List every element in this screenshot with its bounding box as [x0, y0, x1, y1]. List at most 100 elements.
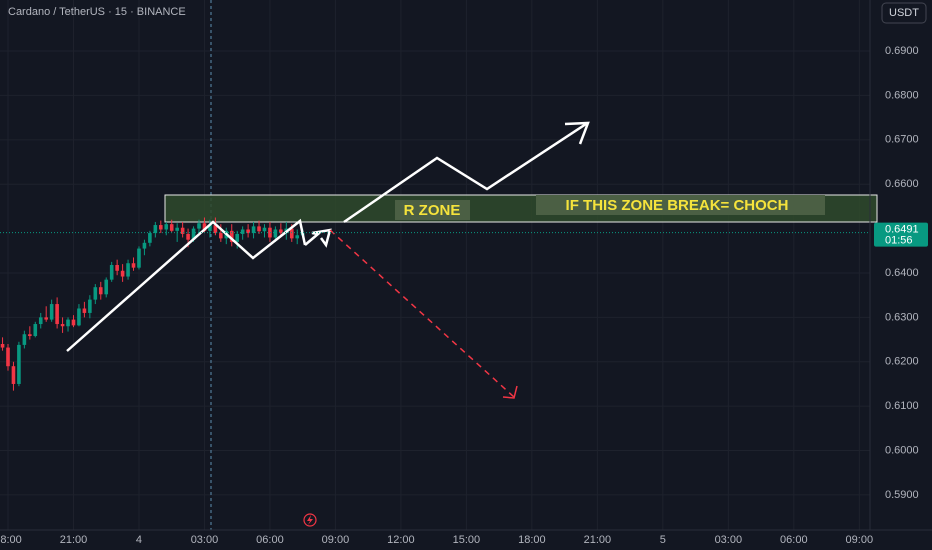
candle [0, 337, 5, 351]
y-tick-label: 0.6100 [885, 400, 919, 412]
candle-body [208, 225, 212, 231]
candle [240, 226, 245, 240]
candle [142, 239, 147, 256]
candle-body [235, 233, 239, 242]
price-axis: 0.5900 0.6000 0.6100 0.6200 0.6300 0.6400 0.66… [869, 0, 919, 530]
candle [104, 277, 109, 298]
candle-body [148, 233, 152, 243]
candle [279, 223, 283, 236]
candle-body [158, 225, 163, 230]
candle [180, 221, 185, 238]
candle-body [49, 304, 54, 320]
candle-body [197, 223, 201, 229]
candle-body [38, 317, 43, 325]
candle-body [98, 287, 103, 295]
candle-body [268, 227, 272, 238]
candle [88, 295, 92, 319]
candle-body [109, 265, 114, 280]
candle [257, 220, 261, 234]
bear-line [329, 229, 515, 398]
candle-body [219, 233, 223, 239]
candle [22, 330, 27, 349]
y-tick-label: 0.5900 [885, 489, 919, 501]
candle-body [88, 299, 92, 313]
candle-body [120, 270, 125, 277]
candle [126, 259, 130, 280]
candle [164, 221, 169, 236]
candle-body [153, 225, 158, 234]
candle-body [202, 223, 207, 231]
candle [6, 344, 10, 371]
candle-body [295, 235, 300, 239]
candle-body [273, 229, 278, 238]
candle-body [213, 225, 218, 234]
candle-body [246, 229, 250, 234]
candle-body [17, 344, 21, 384]
candle [120, 264, 125, 282]
candle [235, 230, 239, 249]
y-tick-label: 0.6300 [885, 311, 919, 323]
candle-body [82, 308, 87, 313]
candle [251, 221, 256, 239]
x-tick-label: 18:00 [0, 534, 22, 546]
candle [213, 217, 218, 236]
choch-label: IF THIS ZONE BREAK= CHOCH [566, 197, 789, 214]
x-tick-label: 03:00 [715, 534, 743, 546]
y-tick-label: 0.6200 [885, 356, 919, 368]
candle [60, 317, 65, 333]
candle-body [251, 226, 256, 234]
candle-body [71, 319, 76, 326]
candle-body [28, 334, 32, 337]
candles [0, 217, 305, 391]
candle [137, 246, 141, 270]
candle-body [126, 263, 130, 277]
candle [11, 361, 16, 391]
candle-body [131, 263, 136, 268]
candle [49, 299, 54, 322]
lightning-icon[interactable] [303, 513, 317, 527]
choch-label-box [536, 195, 825, 215]
y-tick-label: 0.6800 [885, 89, 919, 101]
candle [77, 304, 81, 327]
bear-arrowhead [502, 385, 518, 399]
x-tick-label: 5 [660, 534, 666, 546]
candle-body [289, 228, 294, 239]
currency-button[interactable] [881, 2, 927, 24]
candle-body [262, 227, 267, 232]
candle [66, 317, 70, 332]
candle-body [240, 229, 245, 234]
candle [17, 341, 21, 387]
candle-body [142, 242, 147, 249]
bull-path [343, 122, 587, 224]
candle-body [33, 324, 38, 337]
zone-label-box [395, 200, 470, 220]
candle-body [257, 226, 261, 232]
candle [98, 281, 103, 300]
candle [71, 315, 76, 328]
candle [93, 284, 98, 305]
candle [148, 230, 152, 247]
bull-arrowhead [564, 121, 590, 145]
x-tick-label: 09:00 [846, 534, 874, 546]
x-tick-label: 21:00 [60, 534, 88, 546]
candle-body [104, 279, 109, 295]
candle [44, 306, 48, 322]
last-price-label: 0.6491 [885, 224, 919, 236]
currency-label[interactable]: USDT [889, 7, 919, 19]
candle-body [22, 334, 27, 345]
candle [131, 257, 136, 271]
candle-body [191, 228, 196, 240]
candle [208, 219, 212, 238]
path-drawing [66, 218, 307, 352]
candle-body [229, 230, 234, 242]
candle-body [0, 344, 5, 348]
candle-body [169, 224, 174, 231]
countdown-label: 01:56 [885, 235, 913, 247]
candle-body [77, 308, 81, 326]
candle [246, 224, 250, 238]
candle-body [6, 347, 10, 367]
candle [153, 221, 158, 238]
candle [55, 297, 59, 329]
